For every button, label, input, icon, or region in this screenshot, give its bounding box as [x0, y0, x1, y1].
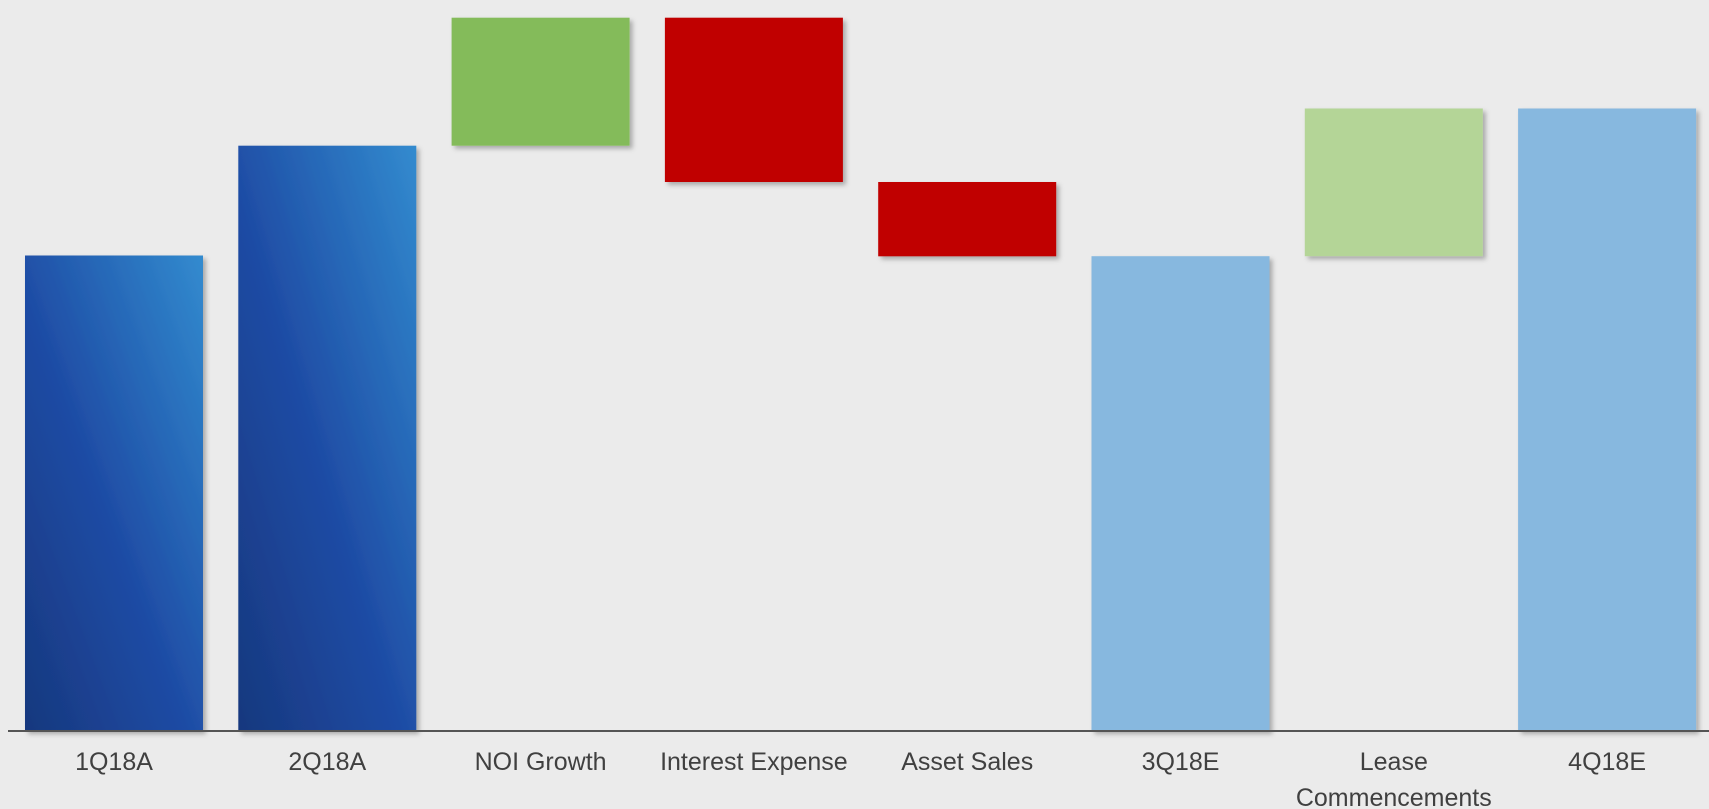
bar-interest-expense — [664, 17, 843, 183]
bar-lease-commencements — [1304, 108, 1483, 257]
x-tick-label-noi-growth: NOI Growth — [475, 748, 607, 776]
bar-noi-growth — [451, 17, 630, 146]
x-tick-label-interest-expense: Interest Expense — [660, 748, 848, 776]
bar-1q18a — [25, 255, 203, 731]
bar-3q18e — [1091, 256, 1270, 731]
x-tick-label-4q18e: 4Q18E — [1568, 748, 1646, 776]
x-tick-label-lease-commencements: Lease Commencements — [1296, 748, 1492, 809]
bar-4q18e — [1518, 108, 1697, 731]
x-tick-labels: 1Q18A 2Q18A NOI Growth Interest Expense Asse… — [75, 748, 1646, 809]
bar-asset-sales — [878, 182, 1057, 257]
bars-layer — [25, 17, 1697, 731]
x-tick-label-2q18a: 2Q18A — [288, 748, 366, 776]
bar-2q18a — [238, 145, 417, 731]
x-tick-label-asset-sales: Asset Sales — [901, 748, 1033, 776]
x-tick-label-3q18e: 3Q18E — [1142, 748, 1220, 776]
x-tick-label-1q18a: 1Q18A — [75, 748, 153, 776]
